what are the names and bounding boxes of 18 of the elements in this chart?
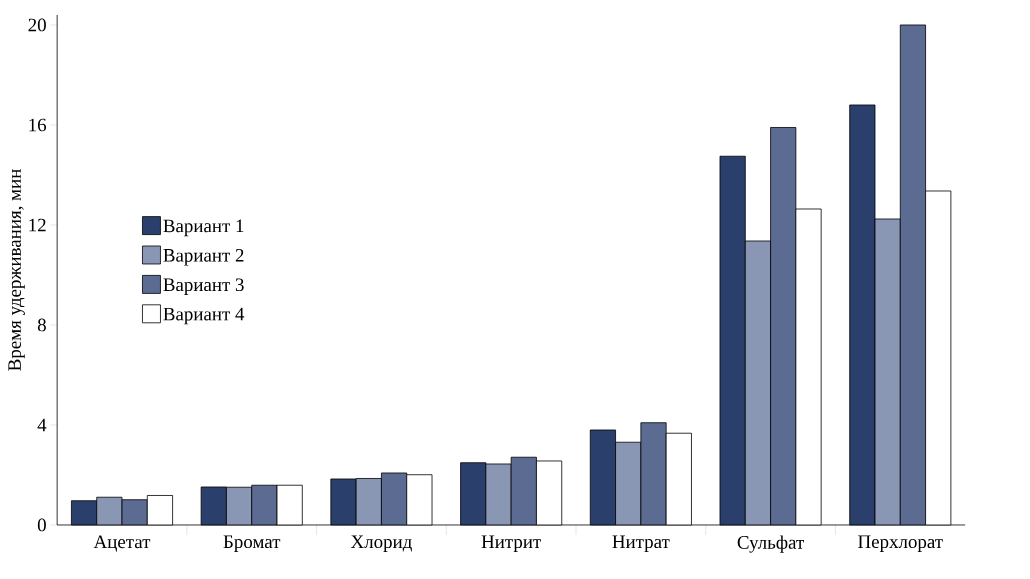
y-tick-label: 8 [37, 318, 46, 332]
x-tick-label: Хлорид [350, 535, 412, 552]
y-axis-title: Время удерживания, мин [8, 169, 25, 371]
x-tick-label: Бромат [223, 535, 281, 552]
x-tick-label: Ацетат [93, 535, 151, 552]
legend-label: Вариант 3 [163, 278, 244, 295]
y-tick-label: 20 [28, 18, 46, 32]
y-tick-label: 4 [37, 418, 47, 432]
legend-label: Вариант 1 [163, 219, 244, 237]
legend-label: Вариант 4 [163, 307, 245, 325]
x-tick-label: Сульфат [737, 535, 804, 553]
x-tick-label: Нитрит [481, 535, 541, 552]
legend-label: Вариант 2 [163, 248, 244, 266]
x-tick-label: Нитрат [612, 535, 670, 552]
x-tick-label: Перхлорат [858, 535, 943, 552]
y-tick-label: 0 [37, 518, 46, 532]
y-tick-label: 16 [29, 118, 47, 132]
y-tick-label: 12 [29, 218, 46, 232]
